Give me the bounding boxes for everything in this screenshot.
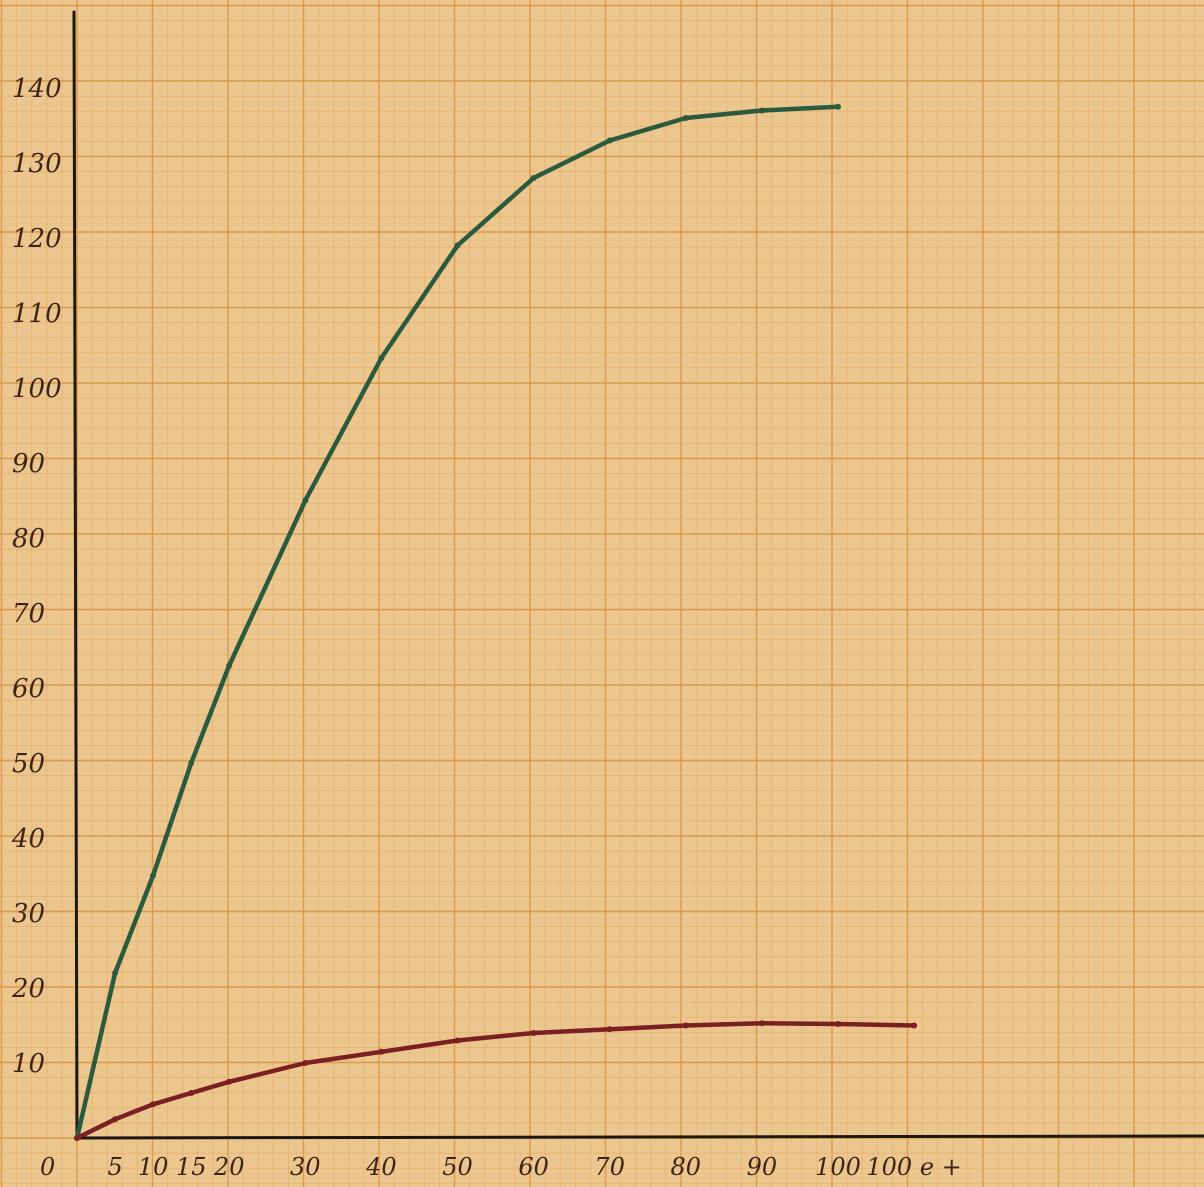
data-point [112, 970, 119, 976]
data-point [454, 1037, 461, 1044]
data-point [758, 107, 765, 114]
data-point [911, 1022, 918, 1029]
data-point [606, 1026, 613, 1033]
y-tick-label: 30 [12, 899, 45, 929]
y-tick-label: 110 [12, 299, 62, 329]
y-tick-label: 130 [12, 149, 62, 179]
data-point [682, 115, 689, 121]
series-line-2 [74, 1021, 917, 1141]
y-tick-label: 40 [11, 824, 45, 854]
data-point [188, 760, 195, 766]
data-point [226, 662, 233, 669]
y-tick-label: 50 [12, 749, 45, 779]
y-tick-label: 60 [12, 674, 45, 704]
x-tick-label: 60 [518, 1153, 549, 1181]
series-line-1 [74, 104, 841, 1141]
data-point [188, 1090, 195, 1096]
axes [72, 10, 1204, 1140]
data-point [150, 1101, 157, 1108]
x-tick-label: 50 [442, 1153, 473, 1181]
y-tick-label: 10 [12, 1049, 45, 1079]
y-tick-label: 120 [12, 224, 62, 254]
data-point [150, 872, 157, 879]
y-axis [72, 10, 79, 1140]
x-tick-label: 100 e + [866, 1153, 961, 1181]
y-tick-label: 20 [11, 974, 45, 1004]
data-point [530, 1030, 537, 1036]
data-point [835, 1021, 841, 1027]
x-tick-label: 90 [747, 1153, 778, 1181]
data-point [378, 1048, 385, 1055]
data-point [606, 137, 613, 144]
data-point [758, 1020, 765, 1027]
x-tick-label: 15 [176, 1153, 207, 1181]
data-point [74, 1135, 80, 1141]
y-tick-label: 100 [12, 374, 62, 404]
y-tick-label: 90 [12, 449, 45, 479]
x-tick-label: 70 [594, 1153, 625, 1181]
data-point [454, 242, 461, 249]
series-lines [74, 103, 918, 1141]
data-point [530, 175, 537, 181]
x-axis [75, 1134, 1204, 1140]
data-point [378, 355, 385, 361]
data-point [835, 103, 841, 110]
y-tick-label: 80 [12, 524, 45, 554]
x-tick-label: 100 [815, 1153, 861, 1181]
x-tick-label: 20 [213, 1153, 245, 1181]
x-tick-label: 10 [138, 1153, 169, 1181]
data-point [302, 1060, 309, 1066]
x-tick-label: 30 [290, 1153, 321, 1181]
x-tick-label: 80 [671, 1153, 702, 1181]
data-point [302, 497, 309, 504]
x-tick-label: 40 [365, 1153, 397, 1181]
x-tick-label: 0 [40, 1153, 55, 1181]
data-point [112, 1116, 119, 1123]
data-point [226, 1078, 233, 1085]
y-tick-label: 140 [12, 74, 62, 104]
x-tick-label: 5 [107, 1153, 122, 1181]
y-tick-label: 70 [12, 599, 45, 629]
data-point [682, 1022, 689, 1029]
